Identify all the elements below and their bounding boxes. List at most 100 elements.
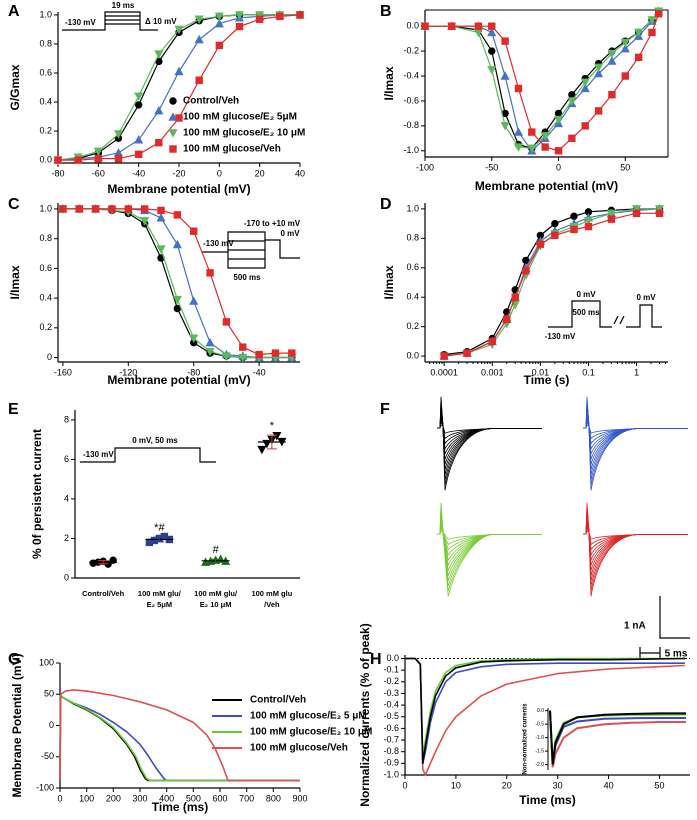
marker bbox=[257, 445, 267, 455]
panel-label: E bbox=[8, 401, 19, 418]
y-tick-label: 8 bbox=[64, 414, 69, 424]
y-tick-label: 0.0 bbox=[39, 154, 52, 164]
marker bbox=[474, 22, 483, 30]
y-tick-label: 0.6 bbox=[406, 262, 419, 272]
y-axis-label: I/Imax bbox=[382, 66, 396, 100]
series-line bbox=[59, 694, 300, 782]
scale-label: 5 ms bbox=[665, 649, 688, 660]
series-line bbox=[59, 689, 300, 782]
current-trace bbox=[437, 502, 542, 597]
marker bbox=[94, 154, 103, 163]
y-tick-label: 2 bbox=[64, 533, 69, 543]
marker bbox=[215, 41, 224, 50]
legend-marker bbox=[169, 145, 177, 153]
marker bbox=[634, 53, 643, 62]
x-tick-label: E₂ 10 μM bbox=[200, 600, 232, 609]
y-tick-label: 0.4 bbox=[39, 96, 52, 106]
marker bbox=[156, 213, 166, 222]
marker bbox=[514, 84, 523, 93]
protocol-label: 0 mV bbox=[280, 229, 300, 238]
marker bbox=[140, 205, 149, 213]
marker bbox=[189, 334, 199, 343]
marker bbox=[568, 134, 576, 143]
marker bbox=[606, 209, 616, 219]
y-tick-label: 0 bbox=[47, 352, 52, 362]
error-bar bbox=[154, 536, 165, 543]
x-tick-label: 10 bbox=[451, 780, 461, 790]
marker bbox=[155, 138, 163, 147]
marker bbox=[551, 219, 559, 228]
legend-label: Control/Veh bbox=[250, 695, 306, 706]
marker bbox=[272, 431, 282, 441]
current-trace bbox=[583, 407, 688, 470]
marker bbox=[172, 295, 182, 305]
x-tick-label: 50 bbox=[620, 162, 630, 172]
marker bbox=[513, 143, 523, 152]
marker bbox=[487, 27, 497, 37]
current-trace bbox=[437, 523, 542, 556]
panel-label: A bbox=[8, 3, 20, 20]
marker bbox=[276, 12, 284, 21]
x-tick-label: -40 bbox=[132, 168, 145, 178]
panel-label: F bbox=[380, 401, 390, 418]
x-tick-label: 0 bbox=[57, 793, 62, 803]
marker bbox=[190, 227, 198, 235]
marker bbox=[214, 18, 224, 28]
x-axis-label: Time (ms) bbox=[519, 793, 575, 807]
x-tick-label: 700 bbox=[239, 793, 254, 803]
marker bbox=[54, 156, 62, 164]
inset-y-tick-label: -2.0 bbox=[535, 762, 544, 768]
legend-marker bbox=[169, 97, 177, 105]
marker bbox=[205, 347, 215, 357]
protocol-label: -130 mV bbox=[65, 18, 96, 27]
panel-label: D bbox=[380, 196, 392, 213]
current-trace bbox=[437, 527, 542, 546]
y-tick-label: -0.6 bbox=[383, 723, 399, 733]
marker bbox=[214, 12, 224, 22]
current-trace bbox=[437, 520, 542, 562]
marker bbox=[634, 28, 644, 38]
marker bbox=[195, 76, 203, 84]
y-tick-label: 0.0 bbox=[406, 350, 419, 360]
marker bbox=[173, 211, 182, 219]
protocol-label: 0 mV, 50 ms bbox=[132, 436, 178, 445]
y-axis-label: G/Gmax bbox=[8, 64, 22, 110]
x-tick-label: 0.0001 bbox=[430, 367, 458, 377]
marker bbox=[594, 107, 603, 115]
current-trace bbox=[437, 513, 542, 576]
marker bbox=[632, 209, 641, 218]
marker bbox=[655, 209, 664, 218]
current-trace bbox=[437, 407, 542, 470]
protocol-label: -170 to +10 mV bbox=[244, 219, 301, 228]
inset-y-label: Non-normalized currents bbox=[523, 703, 529, 775]
y-axis-label: % 0f persistent current bbox=[30, 429, 44, 559]
legend-label: 100 mM glucose/E₂ 10 μM bbox=[250, 727, 372, 738]
x-tick-label: 200 bbox=[106, 793, 121, 803]
marker bbox=[648, 28, 656, 37]
inset-y-tick-label: -1.0 bbox=[535, 735, 544, 741]
y-tick-label: 0 bbox=[64, 572, 69, 582]
y-tick-label: -50 bbox=[41, 751, 54, 761]
marker bbox=[551, 231, 559, 240]
y-tick-label: -0.6 bbox=[403, 95, 419, 105]
legend-label: 100 mM glucose/E₂ 5μM bbox=[183, 112, 297, 123]
protocol-label: -130 mV bbox=[545, 332, 576, 341]
marker bbox=[174, 25, 184, 35]
y-tick-label: 6 bbox=[64, 454, 69, 464]
inset-line bbox=[549, 710, 686, 765]
x-tick-label: 500 bbox=[186, 793, 201, 803]
marker bbox=[134, 150, 143, 158]
inset-y-tick-label: 0.0 bbox=[537, 708, 544, 714]
x-tick-label: 30 bbox=[553, 780, 563, 790]
marker bbox=[239, 343, 247, 351]
marker bbox=[488, 22, 496, 30]
y-tick-label: 0.6 bbox=[39, 263, 52, 273]
marker bbox=[154, 50, 164, 59]
x-tick-label: 0.001 bbox=[481, 367, 504, 377]
y-tick-label: 0.8 bbox=[406, 233, 419, 243]
y-axis-label: I/Imax bbox=[8, 265, 22, 299]
current-trace bbox=[437, 505, 542, 592]
panel: G -100 -50 0 50 100 Membrane Potential (mV) 0 10… bbox=[8, 651, 372, 814]
marker bbox=[255, 350, 263, 359]
protocol-drawings bbox=[62, 11, 662, 659]
